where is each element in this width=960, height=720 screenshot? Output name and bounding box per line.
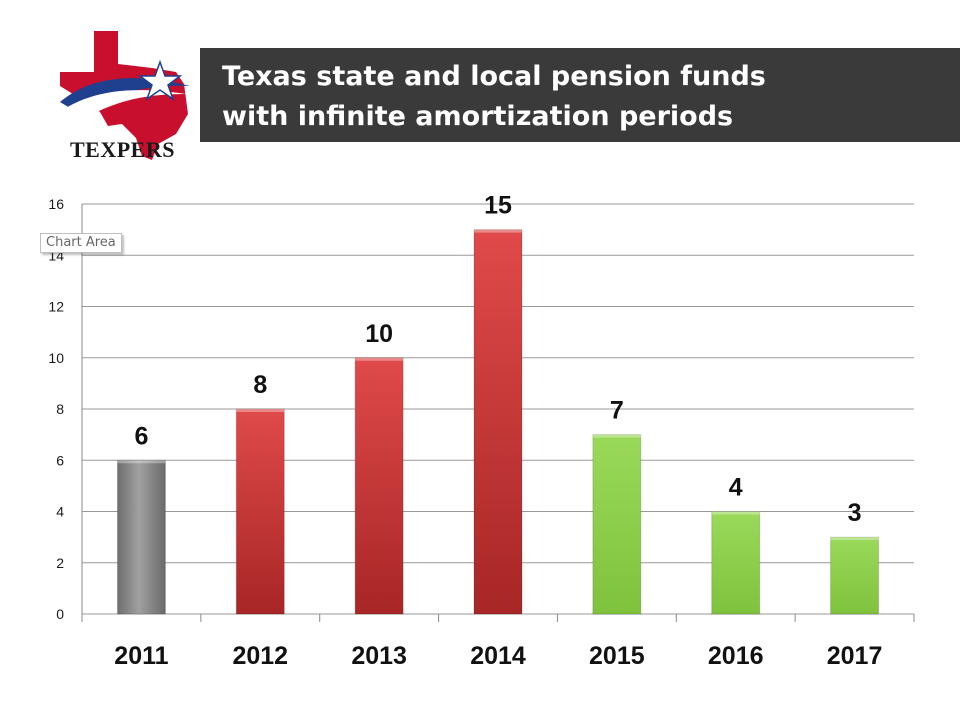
bar-highlight (711, 511, 760, 515)
y-tick-label: 4 (56, 504, 64, 520)
bar-highlight (117, 460, 166, 464)
y-tick-label: 12 (48, 299, 64, 315)
bars (116, 229, 880, 615)
y-tick-label: 8 (56, 401, 64, 417)
bar-2014[interactable] (473, 229, 523, 615)
bar-highlight (355, 357, 404, 361)
data-label: 6 (134, 422, 148, 450)
logo-text: TEXPERS (70, 137, 175, 162)
white-swoosh (66, 90, 186, 118)
data-labels: 6 8 10 15 7 4 3 (134, 192, 861, 528)
title-banner: Texas state and local pension funds with… (200, 48, 960, 142)
chart-area-tooltip: Chart Area (40, 233, 122, 253)
data-label: 8 (253, 371, 267, 399)
x-tick-label: 2013 (351, 642, 407, 670)
x-tick-label: 2014 (470, 642, 526, 670)
data-label: 15 (484, 192, 512, 220)
data-label: 10 (365, 320, 393, 348)
bar-highlight (474, 229, 522, 233)
y-tick-label: 10 (48, 350, 64, 366)
title-line-1: Texas state and local pension funds (222, 61, 766, 92)
y-tick-label: 6 (56, 452, 64, 468)
bar-2015[interactable] (592, 434, 642, 615)
x-tick-label: 2011 (114, 642, 168, 670)
title-line-2: with infinite amortization periods (222, 101, 734, 132)
x-tick-label: 2012 (232, 642, 288, 670)
bar-highlight (592, 434, 641, 438)
y-tick-label: 16 (48, 196, 64, 212)
data-label: 4 (729, 474, 743, 502)
data-label: 3 (848, 499, 862, 527)
bar-2011[interactable] (116, 459, 166, 615)
x-tick-label: 2016 (708, 642, 764, 670)
star-icon (137, 59, 183, 101)
x-tick-label: 2015 (589, 642, 645, 670)
y-tick-label: 2 (56, 555, 64, 571)
y-tick-label: 0 (56, 606, 64, 622)
bar-highlight (830, 537, 879, 541)
texpers-logo (60, 31, 190, 160)
bar-2012[interactable] (235, 408, 285, 615)
x-tick-label: 2017 (827, 642, 883, 670)
x-axis-ticks: 2011 2012 2013 2014 2015 2016 2017 (114, 642, 882, 670)
bar-2017[interactable] (830, 536, 880, 615)
bar-2013[interactable] (354, 357, 404, 615)
bar-highlight (236, 409, 285, 412)
data-label: 7 (610, 397, 624, 425)
bar-2016[interactable] (711, 511, 761, 615)
